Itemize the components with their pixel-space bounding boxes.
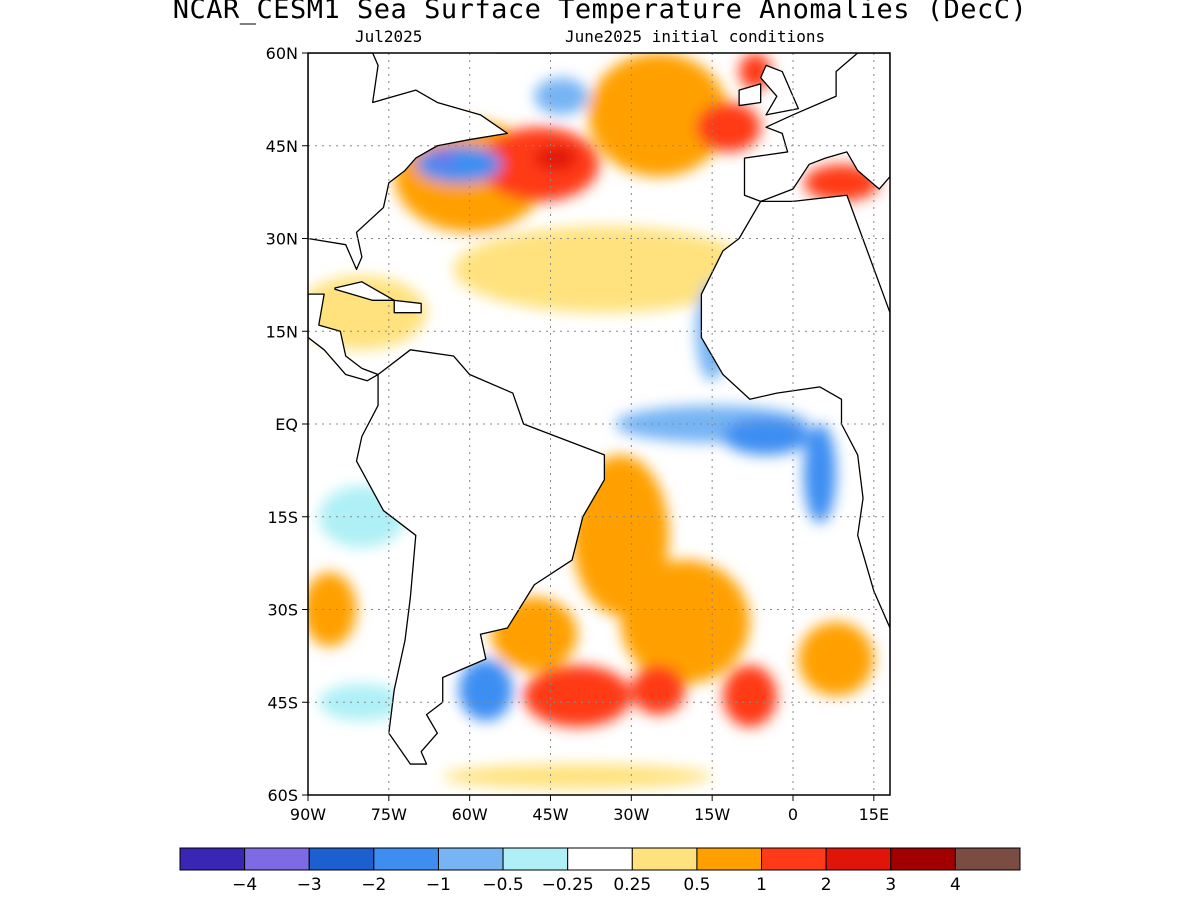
land-cuba bbox=[334, 281, 395, 301]
lon-tick-label: 0 bbox=[788, 805, 798, 824]
colorbar-label: −3 bbox=[297, 875, 322, 895]
lat-tick-label: 30N bbox=[266, 230, 298, 249]
colorbar-label: 4 bbox=[950, 875, 961, 895]
lat-tick-label: 60S bbox=[267, 786, 298, 805]
lon-tick-label: 75W bbox=[371, 805, 407, 824]
colorbar: −4 −3 −2 −1 −0.5 −0.25 0.25 0.5 1 2 3 4 bbox=[179, 847, 1021, 895]
lon-tick-label: 90W bbox=[290, 805, 326, 824]
colorbar-label: 0.25 bbox=[613, 875, 651, 895]
lon-tick-label: 45W bbox=[532, 805, 568, 824]
land-central-america bbox=[308, 293, 379, 382]
lat-tick-label: 45N bbox=[266, 137, 298, 156]
colorbar-label: 3 bbox=[885, 875, 896, 895]
anomaly-region bbox=[722, 417, 810, 455]
colorbar-label: −0.5 bbox=[482, 875, 523, 895]
lat-tick-label: 30S bbox=[267, 601, 298, 620]
lat-tick-label: 15N bbox=[266, 322, 298, 341]
colorbar-swatch bbox=[761, 847, 827, 871]
colorbar-swatch bbox=[696, 847, 763, 871]
colorbar-swatch bbox=[179, 847, 246, 871]
land-north-america bbox=[308, 53, 509, 271]
colorbar-swatch bbox=[244, 847, 310, 871]
colorbar-swatch bbox=[954, 847, 1021, 871]
anomaly-region bbox=[620, 560, 750, 684]
land-africa bbox=[700, 194, 890, 629]
anomaly-region bbox=[318, 683, 405, 721]
anomaly-region bbox=[534, 145, 578, 171]
lat-tick-label: 45S bbox=[267, 693, 298, 712]
colorbar-label: 1 bbox=[756, 875, 767, 895]
colorbar-label: 0.5 bbox=[683, 875, 710, 895]
colorbar-swatch bbox=[308, 847, 375, 871]
lat-tick-label: EQ bbox=[275, 415, 298, 434]
anomaly-region bbox=[453, 226, 756, 313]
land-south-america bbox=[355, 349, 606, 765]
anomaly-region bbox=[803, 424, 837, 523]
grid-lines bbox=[308, 53, 890, 795]
anomaly-region bbox=[523, 665, 632, 727]
colorbar-swatch bbox=[631, 847, 698, 871]
lat-tick-label: 60N bbox=[266, 44, 298, 63]
anomaly-region bbox=[431, 151, 454, 165]
lon-tick-label: 15E bbox=[859, 805, 889, 824]
colorbar-swatch bbox=[825, 847, 892, 871]
land-hispaniola bbox=[393, 299, 422, 314]
lat-tick-label: 15S bbox=[267, 508, 298, 527]
land-europe bbox=[743, 53, 890, 203]
anomaly-region bbox=[722, 665, 777, 727]
anomaly-region bbox=[798, 621, 874, 697]
latitude-axis: 60N 45N 30N 15N EQ 15S 30S 45S 60S bbox=[266, 44, 308, 805]
land-ireland bbox=[738, 83, 762, 107]
anomaly-region bbox=[696, 102, 761, 152]
longitude-axis: 90W 75W 60W 45W 30W 15W 0 15E bbox=[290, 795, 889, 824]
land-greenland bbox=[495, 53, 552, 54]
colorbar-swatch bbox=[502, 847, 569, 871]
colorbar-label: −2 bbox=[361, 875, 386, 895]
colorbar-swatch bbox=[437, 847, 504, 871]
lon-tick-label: 15W bbox=[694, 805, 730, 824]
colorbar-swatch bbox=[373, 847, 439, 871]
anomaly-region bbox=[442, 764, 713, 789]
colorbar-swatch bbox=[890, 847, 956, 871]
anomaly-region bbox=[631, 665, 686, 715]
init-conditions-label: June2025 initial conditions bbox=[565, 27, 826, 46]
lon-tick-label: 30W bbox=[613, 805, 649, 824]
anomaly-region bbox=[308, 572, 357, 647]
lon-tick-label: 60W bbox=[452, 805, 488, 824]
anomaly-region bbox=[534, 77, 589, 115]
valid-month-label: Jul2025 bbox=[355, 27, 423, 46]
anomaly-region bbox=[458, 658, 513, 721]
page-title: NCAR_CESM1 Sea Surface Temperature Anoma… bbox=[172, 0, 1028, 25]
colorbar-label: 2 bbox=[821, 875, 832, 895]
land-britain bbox=[760, 64, 800, 116]
colorbar-label: −4 bbox=[232, 875, 257, 895]
land-layer bbox=[308, 53, 890, 765]
colorbar-swatch bbox=[567, 847, 633, 871]
colorbar-label: −0.25 bbox=[542, 875, 594, 895]
colorbar-label: −1 bbox=[426, 875, 451, 895]
